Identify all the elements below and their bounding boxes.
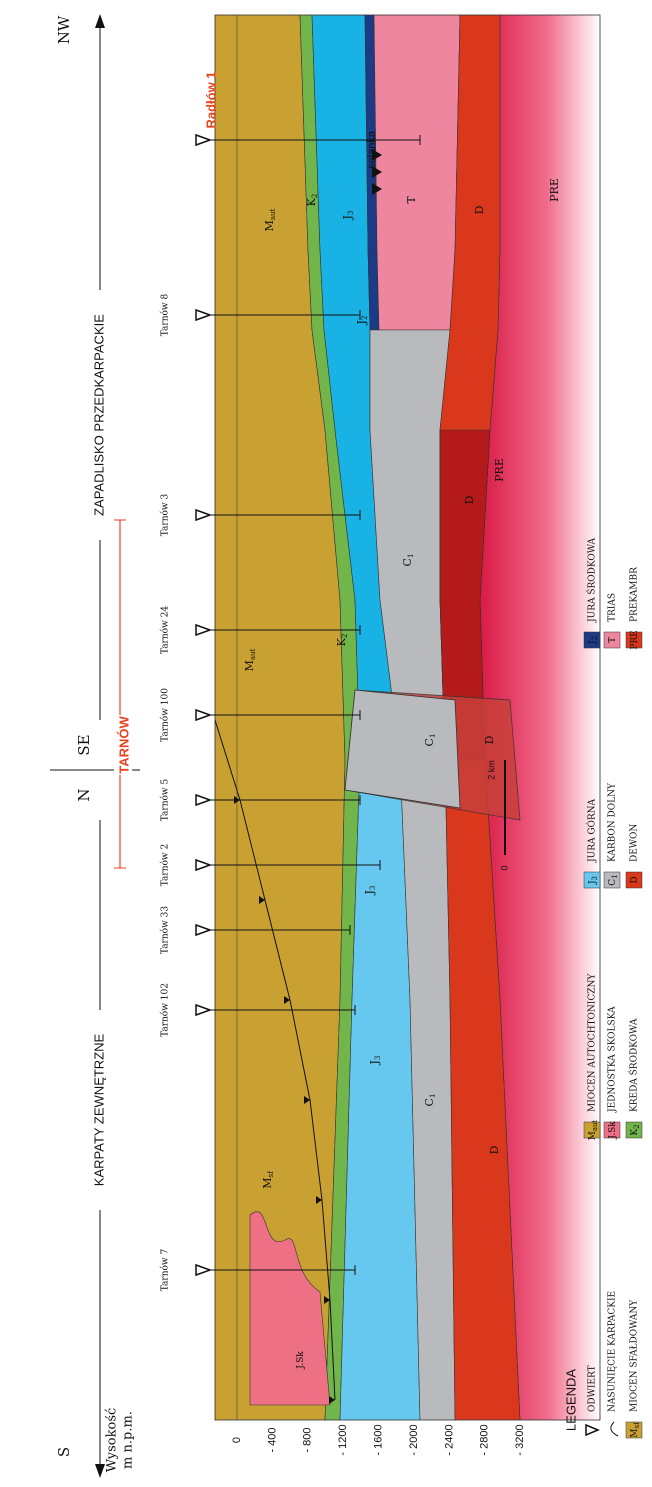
triassic <box>374 15 460 330</box>
well-label: Tarnów 100 <box>160 688 171 742</box>
depth-tick: 0 <box>231 1437 243 1443</box>
legend-label: JEDNOSTKA SKOLSKA <box>608 1006 618 1113</box>
thrust-block-c1 <box>345 690 460 808</box>
well-label: Tarnów 7 <box>160 1248 171 1291</box>
legend-label: PREKAMBR <box>630 567 640 622</box>
formation-label: D <box>488 1145 501 1154</box>
cross-section: Tarnów 7 Tarnów 102 Tarnów 33 Tarnów 2 Tarnó… <box>0 0 652 1487</box>
scale-label: 0 <box>499 865 509 870</box>
well-symbol <box>196 1005 210 1015</box>
well-symbol <box>196 1265 210 1275</box>
scale-label: 2 km <box>486 760 496 780</box>
well-label: Tarnów 2 <box>160 844 171 886</box>
well-symbol <box>196 510 210 520</box>
legend-label: KREDA ŚRODKOWA <box>628 1018 640 1112</box>
legend-label: NASUNIĘCIE KARPACKIE <box>608 1291 618 1412</box>
depth-tick: - 400 <box>266 1427 278 1452</box>
depth-tick: - 2800 <box>479 1424 491 1455</box>
legend-symbol: PRE <box>630 630 640 649</box>
axis-title: Wysokość <box>105 1408 120 1473</box>
legend-label: MIOCEN SFAŁDOWANY <box>630 1299 640 1412</box>
legend-label: TRIAS <box>608 593 618 622</box>
arrow-head <box>95 1464 105 1478</box>
legend-symbol: J.Sk <box>608 1121 618 1140</box>
region-label: ZAPADLISKO PRZEDKARPACKIE <box>91 314 106 516</box>
formation-label: D <box>473 205 486 214</box>
legend-symbol: T <box>608 637 618 643</box>
legend-title: LEGENDA <box>563 1369 578 1431</box>
direction-se: SE <box>75 734 93 755</box>
axis-title: m n.p.m. <box>121 1411 136 1469</box>
region-label: KARPATY ZEWNĘTRZNE <box>91 1033 106 1186</box>
well-symbol <box>196 710 210 720</box>
brine-label: solanka <box>366 130 378 169</box>
well-symbol <box>196 135 210 145</box>
well-label: Tarnów 102 <box>160 983 171 1037</box>
direction-nw: NW <box>55 15 73 44</box>
well-symbol <box>196 925 210 935</box>
legend-symbol: D <box>630 876 640 883</box>
direction-s: S <box>55 1447 73 1457</box>
well-symbol <box>196 310 210 320</box>
depth-tick: - 1600 <box>373 1424 385 1455</box>
legend-well <box>586 1425 598 1435</box>
arrow-head <box>95 14 105 28</box>
well-label: Radłów 1 <box>203 71 218 128</box>
well-label: Tarnów 33 <box>160 906 171 954</box>
well-label: Tarnów 3 <box>160 493 171 536</box>
legend-label: DEWON <box>630 824 640 862</box>
depth-tick: - 3200 <box>514 1424 526 1455</box>
legend-label: KARBON DOLNY <box>608 782 618 862</box>
well-label: Tarnów 24 <box>160 606 171 654</box>
formation-label: PRE <box>548 178 561 202</box>
legend-label: ODWIERT <box>588 1365 598 1412</box>
formation-label: J.Sk <box>296 1351 306 1370</box>
legend-label: JURA GÓRNA <box>586 798 598 863</box>
well-symbol <box>196 795 210 805</box>
legend-label: MIOCEN AUTOCHTONICZNY <box>588 973 598 1112</box>
well-symbol <box>196 625 210 635</box>
depth-tick: - 800 <box>302 1427 314 1452</box>
depth-tick: - 2400 <box>443 1424 455 1455</box>
depth-tick: - 2000 <box>408 1424 420 1455</box>
depth-tick: - 1200 <box>337 1424 349 1455</box>
legend-thrust <box>611 1422 618 1436</box>
legend-label: JURA ŚRODKOWA <box>586 537 598 623</box>
well-symbol <box>196 860 210 870</box>
formation-label: D <box>463 495 476 504</box>
formation-label: T <box>405 196 418 204</box>
well-label: Tarnów 5 <box>160 778 171 821</box>
well-label: Tarnów 8 <box>160 293 171 336</box>
formation-label: D <box>483 735 496 744</box>
formation-label: PRE <box>493 458 506 482</box>
direction-n: N <box>75 788 93 801</box>
city-label: TARNÓW <box>116 716 131 774</box>
